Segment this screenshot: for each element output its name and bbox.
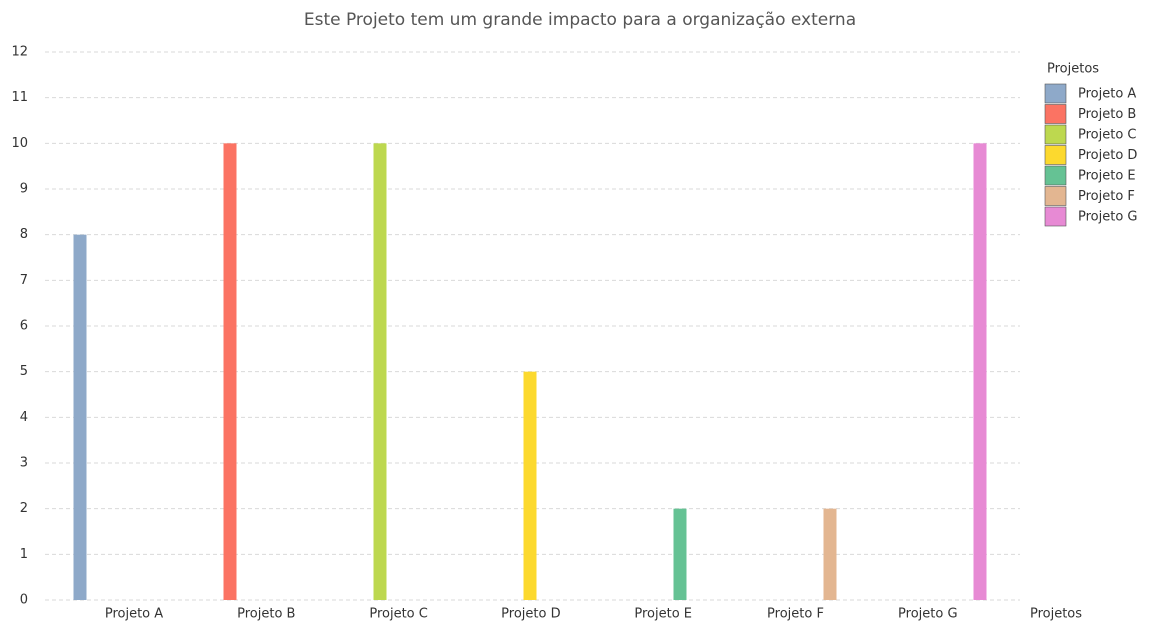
bar: [373, 143, 387, 601]
x-tick-label: Projeto F: [767, 607, 824, 621]
legend-swatch: [1044, 165, 1067, 186]
y-tick-label: 1: [20, 547, 28, 562]
y-tick-label: 7: [20, 273, 28, 288]
y-tick-label: 5: [20, 364, 28, 379]
legend-label: Projeto D: [1078, 148, 1137, 163]
y-tick-label: 12: [11, 45, 28, 60]
legend-label: Projeto B: [1078, 107, 1136, 122]
y-tick-label: 4: [20, 410, 28, 425]
x-tick-label: Projeto B: [237, 607, 295, 621]
legend-swatch: [1044, 124, 1067, 145]
y-tick-label: 2: [20, 501, 28, 516]
x-tick-label: Projeto G: [898, 607, 958, 621]
legend-swatch: [1044, 186, 1067, 206]
bar: [973, 143, 987, 601]
legend-title: Projetos: [1047, 62, 1099, 77]
legend-label: Projeto F: [1078, 189, 1135, 204]
legend-swatch: [1044, 83, 1067, 104]
bar: [223, 143, 237, 601]
y-tick-label: 8: [20, 227, 28, 242]
x-tick-label: Projeto A: [105, 607, 163, 621]
y-tick-label: 3: [20, 456, 28, 471]
x-tick-label: Projeto E: [634, 607, 692, 621]
bar: [73, 234, 87, 600]
legend-swatch: [1044, 145, 1067, 165]
legend-label: Projeto G: [1078, 210, 1138, 225]
legend-label: Projeto C: [1078, 128, 1137, 143]
x-tick-label: Projeto D: [501, 607, 560, 621]
x-tick-label: Projeto C: [369, 607, 428, 621]
y-tick-label: 10: [11, 136, 28, 151]
legend-swatch: [1044, 104, 1067, 124]
y-tick-label: 9: [20, 182, 28, 197]
y-tick-label: 11: [11, 90, 28, 105]
bar: [823, 508, 837, 600]
y-tick-label: 6: [20, 319, 28, 334]
x-axis-label: Projetos: [1030, 607, 1082, 621]
legend-swatch: [1044, 206, 1067, 227]
chart-title: Este Projeto tem um grande impacto para …: [304, 10, 856, 30]
bar: [523, 371, 537, 600]
legend-label: Projeto E: [1078, 169, 1136, 184]
bar: [673, 508, 687, 600]
y-tick-label: 0: [20, 593, 28, 608]
legend-label: Projeto A: [1078, 87, 1136, 102]
